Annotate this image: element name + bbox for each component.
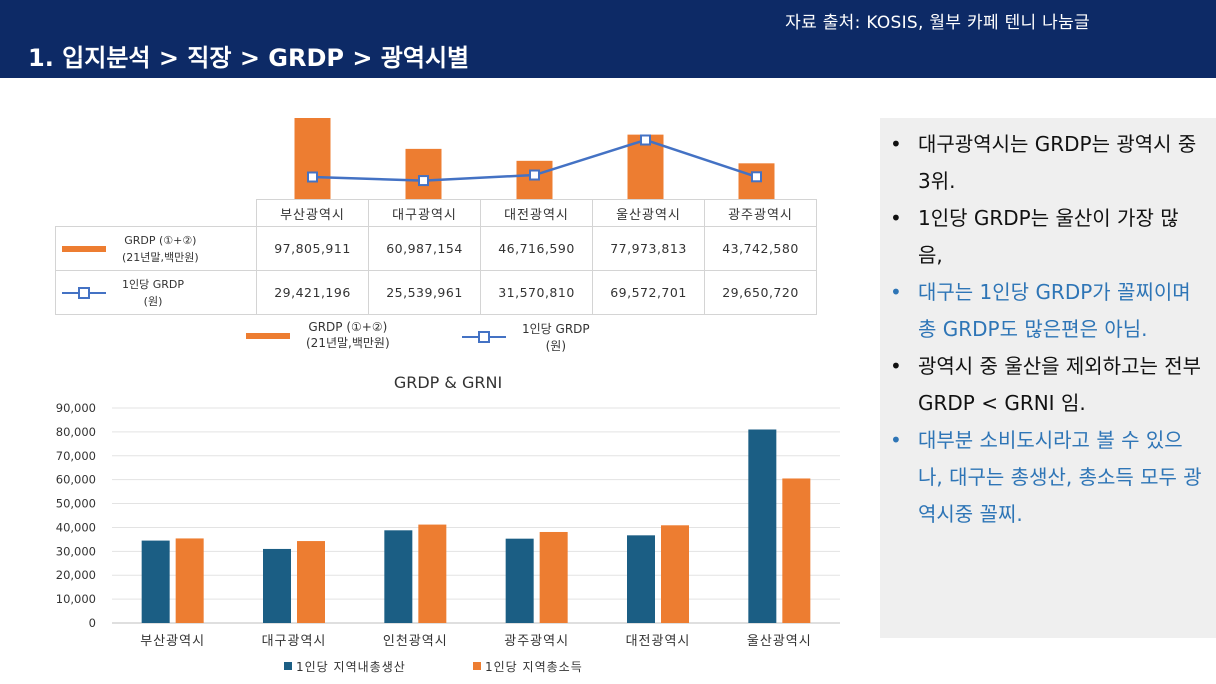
legend-label: 1인당 지역총소득 <box>485 660 583 674</box>
table-cell: 60,987,154 <box>368 226 481 271</box>
bullet-item: 대구광역시는 GRDP는 광역시 중 3위. <box>880 126 1216 200</box>
legend-label: 1인당 지역내총생산 <box>296 660 406 674</box>
table-cell: 31,570,810 <box>480 270 593 315</box>
grni-per-capita-bar <box>539 531 568 623</box>
grdp-bar <box>627 134 664 200</box>
x-category-label: 울산광역시 <box>747 634 812 649</box>
table-cell: 43,742,580 <box>704 226 817 271</box>
grni-per-capita-bar <box>418 524 447 623</box>
legend-label: GRDP (①+②) (21년말,백만원) <box>306 320 390 350</box>
bullet-item: 광역시 중 울산을 제외하고는 전부 GRDP < GRNI 임. <box>880 348 1216 422</box>
per-capita-grdp-point <box>418 175 429 187</box>
grdp-per-capita-bar <box>263 548 291 623</box>
table-cell: 46,716,590 <box>480 226 593 271</box>
x-category-label: 대구광역시 <box>262 634 327 649</box>
table-corner <box>56 200 257 227</box>
y-tick-label: 40,000 <box>56 520 96 534</box>
header-bar: 자료 출처: KOSIS, 월부 카페 텐니 나눔글 1. 입지분석 > 직장 … <box>0 0 1216 78</box>
y-tick-label: 50,000 <box>56 497 96 511</box>
per-capita-grdp-point <box>751 171 762 183</box>
bullet-item: 대부분 소비도시라고 볼 수 있으나, 대구는 총생산, 총소득 모두 광역시중… <box>880 422 1216 533</box>
y-tick-label: 20,000 <box>56 568 96 582</box>
y-tick-label: 10,000 <box>56 592 96 606</box>
table-cell: 25,539,961 <box>368 270 481 315</box>
table-cell: 77,973,813 <box>592 226 705 271</box>
per-capita-grdp-point <box>307 171 318 183</box>
legend-swatch <box>473 662 481 670</box>
series-label: 1인당 GRDP (원) <box>122 277 185 308</box>
y-tick-label: 60,000 <box>56 473 96 487</box>
table-cell: 29,421,196 <box>256 270 369 315</box>
grdp-combo-chart <box>294 118 775 200</box>
orange-bar-key-icon <box>62 245 106 252</box>
y-tick-label: 80,000 <box>56 425 96 439</box>
grni-per-capita-bar <box>782 478 811 623</box>
grdp-per-capita-bar <box>627 535 655 623</box>
legend-item-grdp: GRDP (①+②) (21년말,백만원) <box>240 320 390 351</box>
legend-swatch <box>284 662 292 670</box>
table-cell: 69,572,701 <box>592 270 705 315</box>
source-note: 자료 출처: KOSIS, 월부 카페 텐니 나눔글 <box>785 13 1090 33</box>
table-col-header: 부산광역시 <box>256 199 369 227</box>
grdp-data-table: 부산광역시 대구광역시 대전광역시 울산광역시 광주광역시 GRDP (①+②)… <box>55 199 817 315</box>
orange-bar-icon <box>246 332 290 339</box>
grdp-bar <box>294 118 331 200</box>
table-col-header: 광주광역시 <box>704 199 817 227</box>
grni-per-capita-bar <box>297 541 325 623</box>
grdp-per-capita-bar <box>505 538 534 623</box>
table-row-header-grdp: GRDP (①+②) (21년말,백만원) <box>55 226 257 271</box>
x-category-label: 광주광역시 <box>504 634 569 649</box>
grni-per-capita-bar <box>175 538 204 623</box>
x-category-label: 인천광역시 <box>383 634 448 649</box>
commentary-panel: 대구광역시는 GRDP는 광역시 중 3위. 1인당 GRDP는 울산이 가장 … <box>880 118 1216 638</box>
chart-title: GRDP & GRNI <box>394 373 502 392</box>
legend-item-per-capita: 1인당 GRDP (원) <box>456 320 590 354</box>
grdp-bar <box>405 148 442 200</box>
grdp-per-capita-bar <box>748 429 777 623</box>
table-col-header: 대구광역시 <box>368 199 481 227</box>
page-title: 1. 입지분석 > 직장 > GRDP > 광역시별 <box>28 44 470 72</box>
table-col-header: 대전광역시 <box>480 199 593 227</box>
bullet-item: 대구는 1인당 GRDP가 꼴찌이며 총 GRDP도 많은편은 아님. <box>880 274 1216 348</box>
table-col-header: 울산광역시 <box>592 199 705 227</box>
grdp-per-capita-bar <box>384 530 413 623</box>
grdp-grni-bar-chart: GRDP & GRNI 90,000 80,000 70,000 60,000 50,00… <box>56 373 840 674</box>
y-tick-label: 70,000 <box>56 449 96 463</box>
per-capita-grdp-point <box>640 134 651 146</box>
table-cell: 29,650,720 <box>704 270 817 315</box>
y-tick-label: 0 <box>89 616 96 630</box>
grdp-per-capita-bar <box>141 540 170 623</box>
blue-line-key-icon <box>62 286 106 299</box>
y-tick-label: 90,000 <box>56 401 96 415</box>
table-cell: 97,805,911 <box>256 226 369 271</box>
commentary-list: 대구광역시는 GRDP는 광역시 중 3위. 1인당 GRDP는 울산이 가장 … <box>880 118 1216 533</box>
x-category-label: 부산광역시 <box>140 634 205 649</box>
bullet-item: 1인당 GRDP는 울산이 가장 많음, <box>880 200 1216 274</box>
y-tick-label: 30,000 <box>56 544 96 558</box>
per-capita-grdp-point <box>529 169 540 181</box>
table-row-header-per-capita: 1인당 GRDP (원) <box>55 270 257 315</box>
grni-per-capita-bar <box>661 525 689 623</box>
legend-label: 1인당 GRDP (원) <box>522 322 590 353</box>
series-label: GRDP (①+②) (21년말,백만원) <box>122 233 199 264</box>
blue-line-icon <box>462 331 506 343</box>
x-category-label: 대전광역시 <box>626 634 691 649</box>
